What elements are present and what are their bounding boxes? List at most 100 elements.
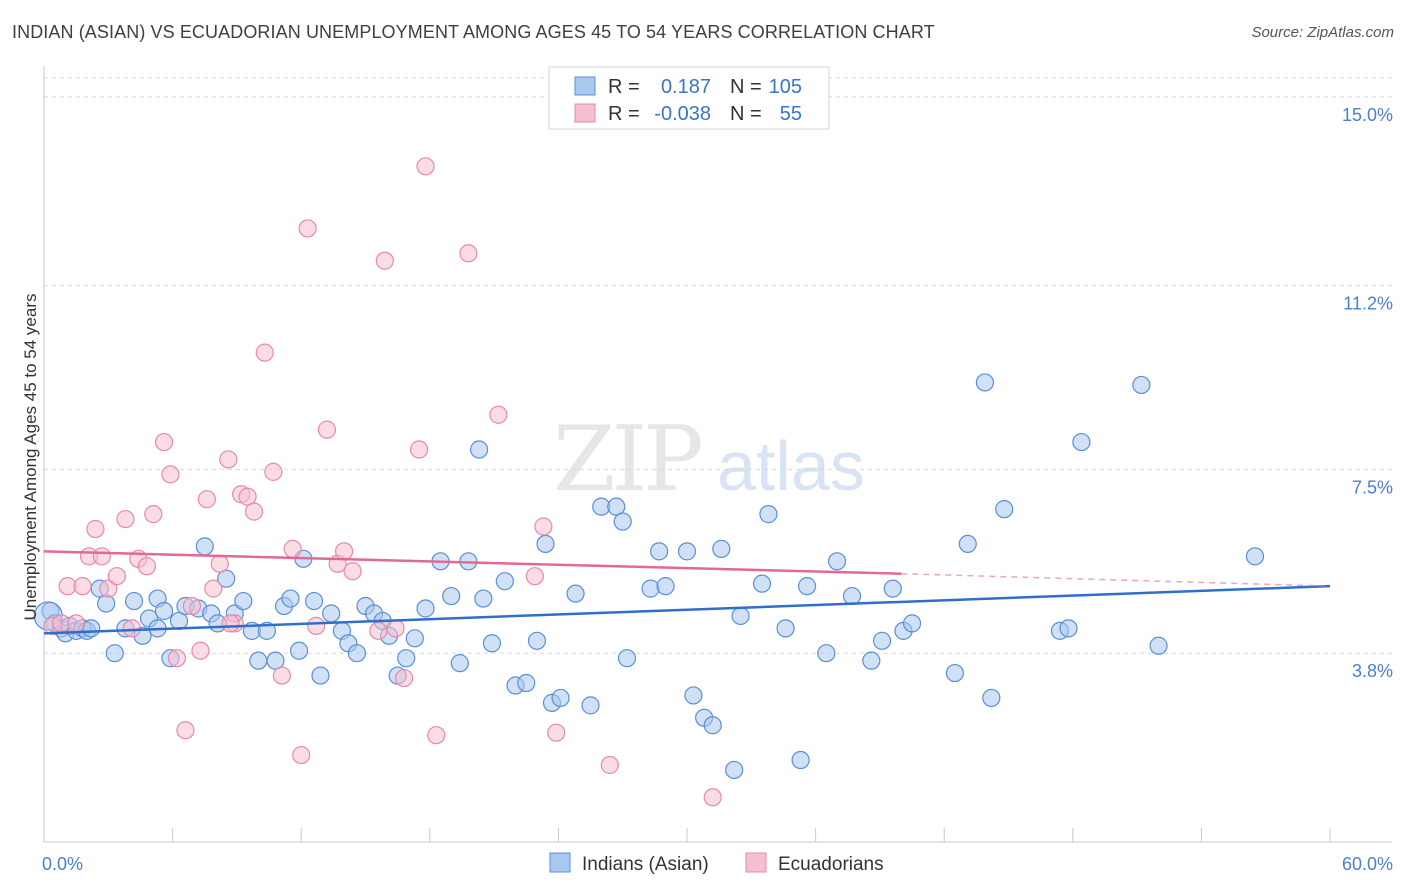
indian-point xyxy=(1072,432,1091,452)
legend-n-value-2: 55 xyxy=(780,103,802,125)
indian-point xyxy=(862,651,881,670)
indian-point xyxy=(995,500,1014,519)
y-tick-label: 15.0% xyxy=(1342,105,1393,125)
y-tick-label: 7.5% xyxy=(1352,477,1393,497)
legend-pink-swatch xyxy=(574,103,596,123)
indian-point xyxy=(416,599,435,618)
chart-title: INDIAN (ASIAN) VS ECUADORIAN UNEMPLOYMEN… xyxy=(12,22,935,42)
gridlines xyxy=(44,77,1392,654)
indian-point xyxy=(82,619,101,638)
indian-point xyxy=(613,512,632,531)
ecuadorian-point xyxy=(272,666,292,685)
series-ecuadorians-points xyxy=(43,157,722,807)
ecuadorian-point xyxy=(255,343,274,362)
indian-point xyxy=(517,673,536,693)
indian-point xyxy=(759,505,778,524)
ecuadorian-point xyxy=(244,502,264,521)
ecuadorian-point xyxy=(204,579,223,598)
ecuadorian-point xyxy=(219,450,238,469)
ecuadorian-point xyxy=(92,547,111,566)
ecuadorian-point xyxy=(176,721,195,740)
ecuadorian-point xyxy=(116,509,135,529)
indian-point xyxy=(304,591,324,611)
ecuadorian-point xyxy=(334,542,354,561)
indian-point xyxy=(405,629,424,648)
indian-point xyxy=(872,631,892,650)
indian-point xyxy=(124,591,144,611)
ecuadorian-point xyxy=(210,554,229,573)
indian-point xyxy=(566,584,585,603)
ecuadorian-point xyxy=(86,519,105,539)
indian-point xyxy=(495,572,514,591)
legend-r-value-2: -0.038 xyxy=(654,103,711,125)
indian-point xyxy=(536,534,555,554)
indian-point xyxy=(827,552,847,571)
bottom-legend-blue-swatch xyxy=(549,852,571,873)
ecuadorian-point xyxy=(107,567,126,586)
indian-point xyxy=(347,644,367,663)
indian-point xyxy=(154,601,174,621)
indian-point xyxy=(975,373,995,392)
ecuadorian-point xyxy=(525,567,544,586)
indian-point xyxy=(257,621,277,640)
indian-point xyxy=(982,688,1001,708)
indian-point xyxy=(817,644,836,663)
indian-point xyxy=(551,688,570,708)
indian-point xyxy=(902,614,922,633)
indian-point xyxy=(527,631,547,650)
watermark-zip: ZIP xyxy=(553,407,701,512)
ecuadorian-point xyxy=(386,619,405,638)
legend-n-label-2: N = xyxy=(730,103,762,125)
bottom-legend-pink-swatch xyxy=(745,852,767,873)
indian-point xyxy=(752,574,772,593)
ecuadorian-point xyxy=(427,726,446,745)
legend-r-label-2: R = xyxy=(608,103,640,125)
indian-point xyxy=(1245,547,1265,566)
indian-point xyxy=(958,534,977,554)
ecuadorian-point xyxy=(343,562,362,581)
ecuadorian-point xyxy=(409,440,429,459)
indian-point xyxy=(195,537,214,556)
y-axis-label: Unemployment Among Ages 45 to 54 years xyxy=(21,294,40,621)
indian-point xyxy=(650,542,669,561)
indian-point xyxy=(289,641,309,660)
legend-blue-swatch xyxy=(574,76,596,96)
ecuadorian-point xyxy=(547,723,566,742)
indian-point xyxy=(482,634,502,653)
axes xyxy=(43,66,1392,843)
indian-point xyxy=(234,591,253,611)
ecuadorian-point xyxy=(197,490,216,509)
indian-point xyxy=(684,686,703,705)
ecuadorian-point xyxy=(122,619,141,638)
indian-point xyxy=(883,579,902,598)
trend-line-ecuadorians xyxy=(43,550,902,575)
indian-point xyxy=(677,542,697,561)
ecuadorian-point xyxy=(283,539,302,558)
indian-point xyxy=(397,649,416,668)
indian-point xyxy=(776,619,795,638)
ecuadorian-point xyxy=(459,244,478,263)
indian-point xyxy=(97,594,116,613)
indian-point xyxy=(797,577,817,596)
indian-point xyxy=(731,606,750,626)
ecuadorian-point xyxy=(182,596,201,616)
ecuadorian-point xyxy=(292,745,311,765)
indian-point xyxy=(641,579,660,598)
indian-point xyxy=(1059,619,1078,638)
ecuadorian-point xyxy=(600,755,619,775)
legend-n-value-1: 105 xyxy=(769,76,802,98)
indian-point xyxy=(474,589,493,608)
ecuadorian-point xyxy=(298,219,317,238)
ecuadorian-point xyxy=(307,616,326,635)
legend-r-label-1: R = xyxy=(608,76,640,98)
y-tick-label: 11.2% xyxy=(1343,294,1393,314)
trend-line-ecuadorians-extrapolated xyxy=(901,572,1331,587)
ecuadorian-point xyxy=(99,579,118,598)
y-tick-labels: 3.8% 7.5% 11.2% 15.0% xyxy=(1342,105,1393,681)
series-legend: Indians (Asian) Ecuadorians xyxy=(549,852,884,875)
indian-point xyxy=(442,586,461,606)
ecuadorian-point xyxy=(394,668,414,688)
ecuadorian-point xyxy=(67,614,86,633)
series-indians-points xyxy=(33,373,1265,780)
